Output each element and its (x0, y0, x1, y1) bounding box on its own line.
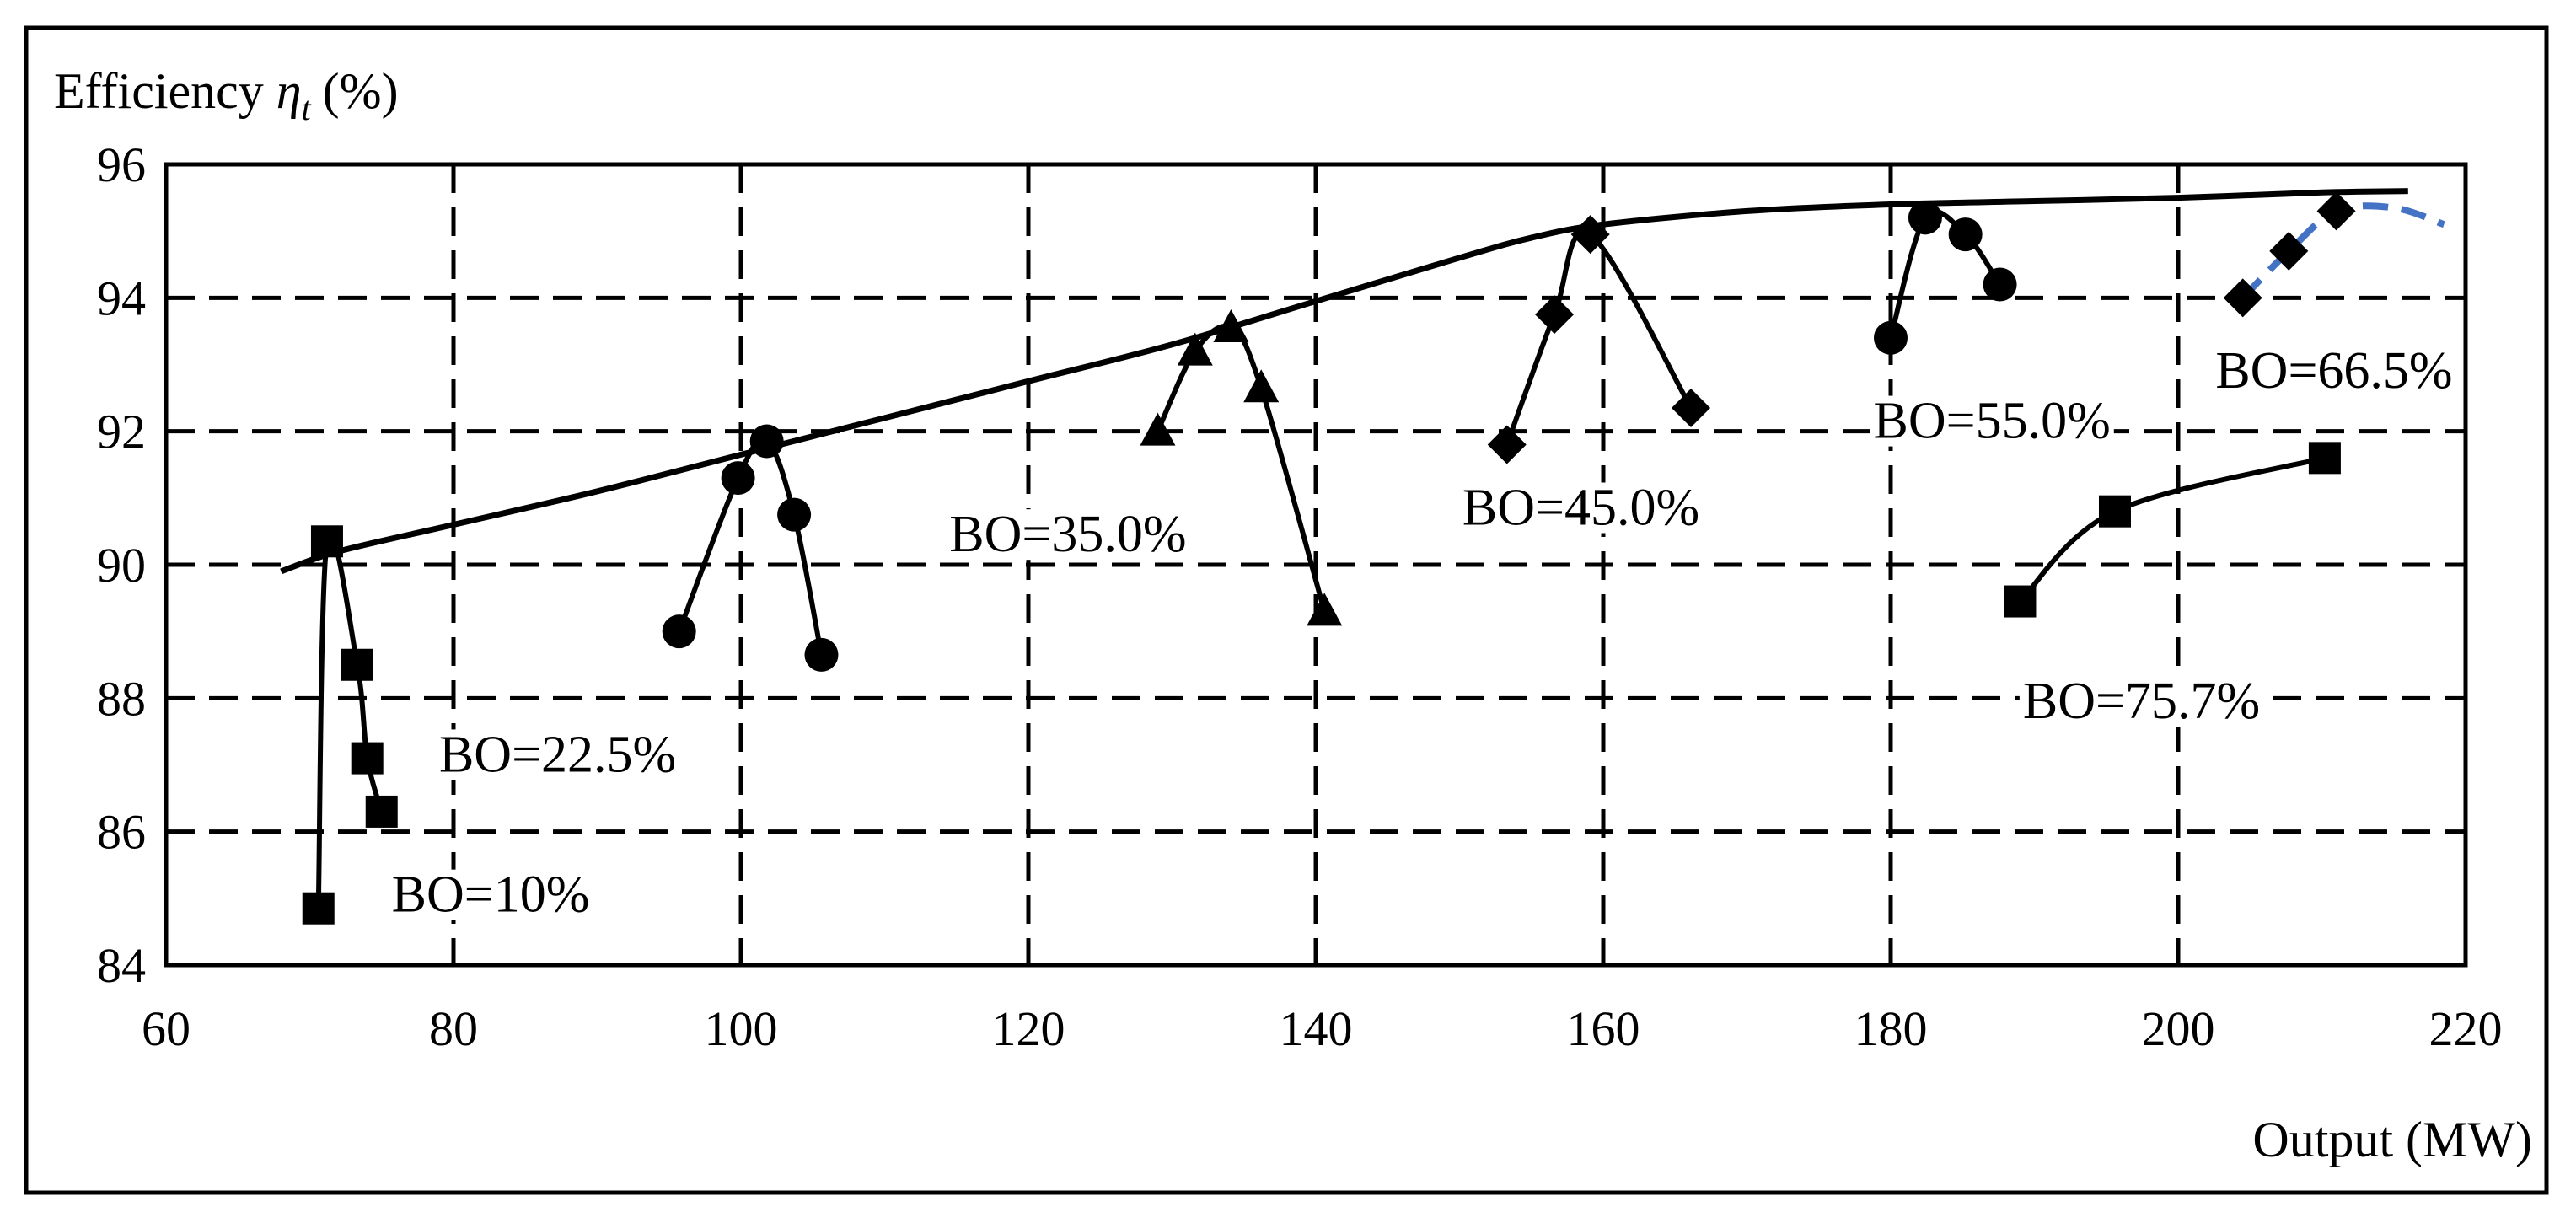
y-tick-label: 88 (97, 671, 146, 726)
x-tick-label: 180 (1854, 1001, 1928, 1056)
x-axis-ticks: 60 80 100 120 140 160 180 200 220 (142, 1001, 2503, 1056)
circle-marker (749, 424, 784, 459)
diamond-marker (1570, 215, 1610, 255)
x-axis-label: Output (MW) (2252, 1112, 2532, 1167)
series-annotations: BO=10% BO=22.5% BO=35.0% BO=45.0% BO=55.0% BO… (388, 342, 2456, 924)
square-marker (351, 742, 384, 775)
circle-marker (777, 497, 812, 532)
series-label: BO=66.5% (2215, 342, 2452, 400)
series-label: BO=45.0% (1462, 480, 1699, 537)
y-axis-label-subscript: t (302, 89, 312, 127)
x-tick-label: 100 (705, 1001, 778, 1056)
triangle-marker (1177, 332, 1213, 366)
square-marker (310, 525, 343, 558)
series-label-background (1870, 395, 2114, 447)
series-label-background (1458, 482, 1704, 534)
series-label: BO=10% (392, 866, 590, 924)
square-marker (2098, 495, 2131, 528)
diamond-marker (2269, 231, 2309, 271)
series-line (1504, 229, 1693, 446)
series-label-background (435, 729, 680, 780)
x-tick-label: 200 (2142, 1001, 2215, 1056)
envelope-curve (280, 188, 2408, 575)
square-marker (302, 892, 335, 925)
triangle-marker (1140, 412, 1176, 446)
series-label: BO=55.0% (1874, 393, 2111, 450)
x-tick-label: 120 (992, 1001, 1065, 1056)
x-tick-label: 160 (1567, 1001, 1640, 1056)
triangle-marker (1243, 369, 1280, 403)
square-marker (2004, 585, 2037, 618)
circle-marker (1983, 267, 2017, 302)
y-axis-label-symbol: η (276, 63, 302, 119)
series-label-background (2019, 676, 2264, 727)
y-tick-label: 92 (97, 405, 146, 459)
plot-area-border (164, 162, 2468, 968)
series-label: BO=35.0% (949, 506, 1186, 563)
circle-marker (662, 614, 696, 649)
triangle-marker (1213, 308, 1249, 342)
diamond-marker (2316, 191, 2356, 231)
y-axis-label: Efficiency ηt (%) (54, 63, 399, 127)
square-marker (365, 795, 398, 828)
circle-marker (1908, 201, 1942, 235)
series-label-background (2212, 346, 2456, 397)
circle-marker (804, 637, 839, 672)
diamond-marker (1535, 295, 1575, 335)
triangle-marker (1307, 593, 1343, 626)
circle-marker (721, 461, 755, 496)
series-label-background (388, 869, 593, 920)
y-axis-label-text: Efficiency (54, 63, 264, 119)
y-tick-label: 86 (97, 805, 146, 860)
diamond-marker (1672, 388, 1711, 427)
y-tick-label: 90 (97, 538, 146, 593)
y-tick-label: 94 (97, 271, 146, 325)
y-tick-label: 84 (97, 938, 146, 993)
y-axis-ticks: 84 86 88 90 92 94 96 (97, 137, 146, 993)
circle-marker (1948, 217, 1983, 252)
square-marker (2308, 442, 2341, 475)
x-tick-label: 220 (2429, 1001, 2503, 1056)
series-label: BO=22.5% (439, 726, 676, 783)
series-markers (302, 191, 2356, 925)
outer-border (24, 25, 2549, 1195)
diamond-marker (1487, 425, 1527, 464)
y-tick-label: 96 (97, 137, 146, 192)
diamond-marker (2223, 278, 2262, 318)
x-tick-label: 140 (1280, 1001, 1353, 1056)
y-axis-label-unit: (%) (323, 63, 399, 119)
circle-marker (1874, 320, 1908, 355)
square-marker (341, 648, 373, 681)
series-label-background (946, 509, 1190, 561)
x-tick-label: 80 (429, 1001, 478, 1056)
series-label: BO=75.7% (2023, 673, 2260, 730)
x-tick-label: 60 (142, 1001, 191, 1056)
